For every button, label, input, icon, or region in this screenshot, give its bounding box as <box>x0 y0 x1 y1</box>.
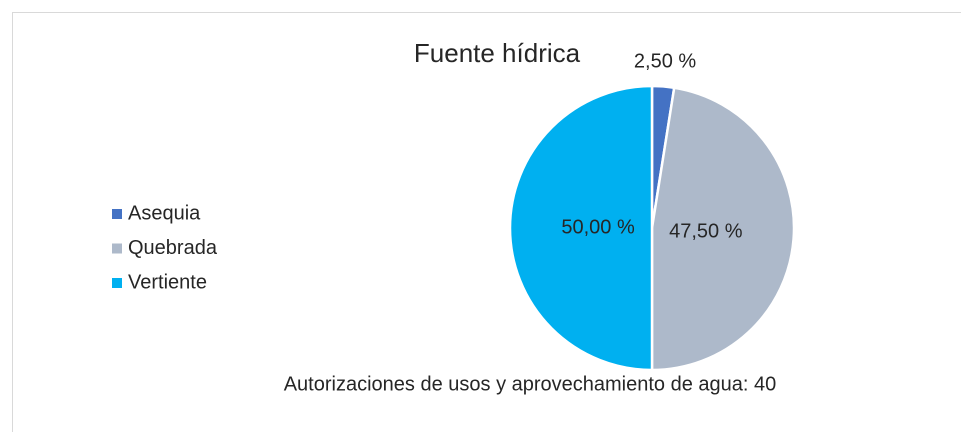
legend-label: Vertiente <box>128 271 207 293</box>
data-label: 50,00 % <box>561 216 635 238</box>
legend-label: Asequia <box>128 202 201 224</box>
annotation: Autorizaciones de usos y aprovechamiento… <box>284 373 777 395</box>
chart-frame <box>12 12 961 432</box>
data-label: 2,50 % <box>634 51 696 73</box>
pie-slice <box>508 84 654 372</box>
legend-swatch <box>112 278 122 288</box>
legend-label: Quebrada <box>128 237 218 259</box>
data-label: 47,50 % <box>669 221 743 243</box>
legend-swatch <box>112 243 122 254</box>
pie-slice <box>650 86 796 372</box>
chart-title: Fuente hídrica <box>414 38 581 68</box>
legend-swatch <box>112 209 122 219</box>
